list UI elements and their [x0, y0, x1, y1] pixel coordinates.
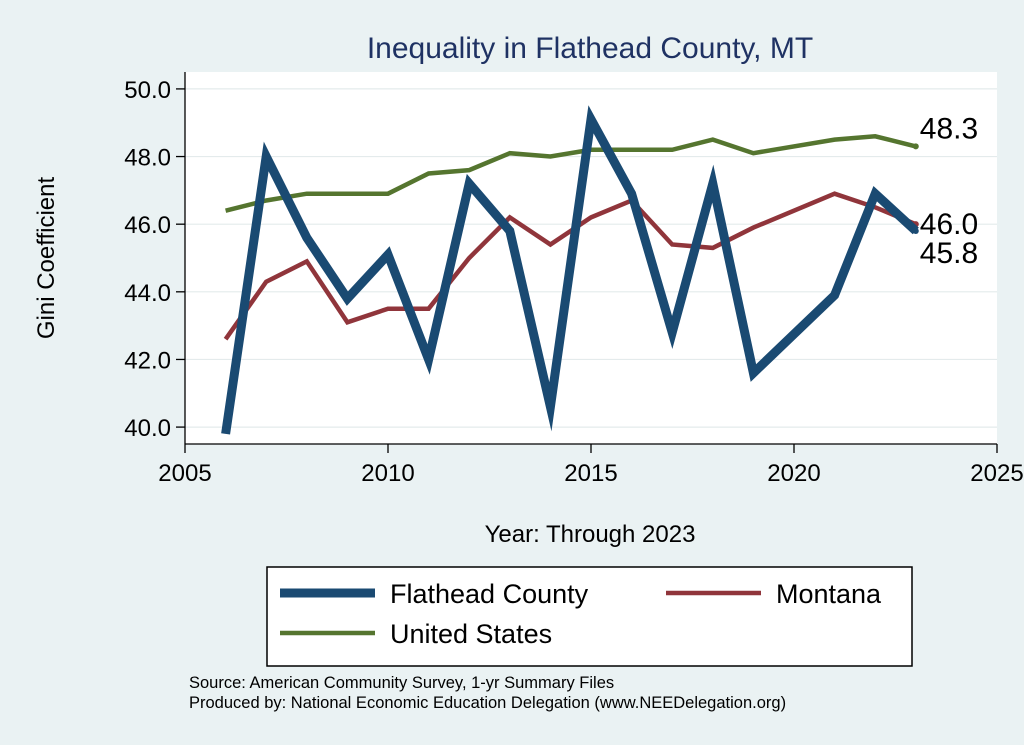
legend-label-flathead-county: Flathead County — [390, 579, 589, 609]
end-label-flathead-county: 45.8 — [920, 237, 978, 270]
end-label-united-states: 48.3 — [920, 112, 978, 145]
series-line-flathead-county — [221, 105, 919, 435]
y-tick-label: 42.0 — [124, 347, 171, 374]
y-tick-label: 44.0 — [124, 280, 171, 307]
x-axis: 2005 2010 2015 2020 2025 — [158, 443, 1024, 487]
chart-title: Inequality in Flathead County, MT — [367, 32, 813, 65]
x-tick-label: 2005 — [158, 460, 211, 487]
series-layer — [221, 105, 919, 435]
x-tick-label: 2015 — [564, 460, 617, 487]
produced-by-note: Produced by: National Economic Education… — [189, 694, 786, 712]
x-tick-label: 2020 — [767, 460, 820, 487]
endpoint-marker-united-states — [912, 143, 919, 150]
y-tick-label: 50.0 — [124, 77, 171, 104]
legend-box — [266, 566, 913, 667]
x-tick-label: 2010 — [361, 460, 414, 487]
legend-label-montana: Montana — [776, 579, 882, 609]
series-line-montana — [223, 191, 917, 341]
y-axis: 40.0 42.0 44.0 46.0 48.0 50.0 — [124, 72, 186, 444]
endpoint-marker-flathead-county — [912, 227, 919, 234]
end-label-montana: 46.0 — [920, 208, 978, 241]
x-tick-label: 2025 — [970, 460, 1023, 487]
source-note: Source: American Community Survey, 1-yr … — [189, 674, 614, 692]
series-line-united-states — [225, 134, 917, 213]
end-labels: 45.846.0 48.3 — [920, 112, 978, 270]
y-tick-label: 40.0 — [124, 415, 171, 442]
y-tick-label: 46.0 — [124, 212, 171, 239]
legend: Flathead County Montana United States — [266, 566, 913, 667]
y-axis-label: Gini Coefficient — [33, 177, 60, 340]
y-tick-label: 48.0 — [124, 145, 171, 172]
legend-label-united-states: United States — [390, 619, 552, 649]
x-axis-label: Year: Through 2023 — [485, 521, 696, 548]
